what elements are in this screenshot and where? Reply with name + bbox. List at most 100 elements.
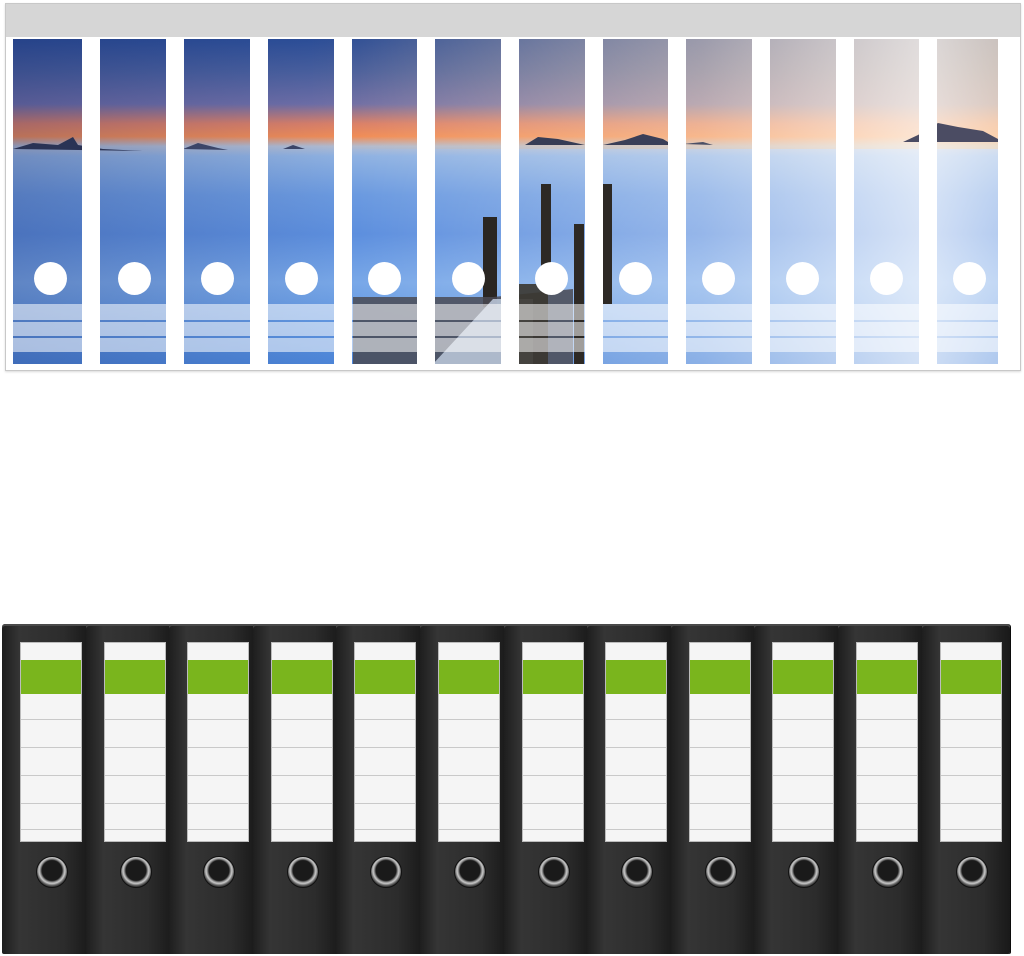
label-line [522, 803, 583, 804]
island-tiny [283, 145, 305, 149]
label-line [522, 719, 583, 720]
binder-spine-label [605, 642, 668, 842]
label-line [21, 747, 81, 748]
label-line [439, 775, 499, 776]
label-line [271, 719, 332, 720]
strip-gap [836, 39, 854, 364]
strip-gap [501, 39, 519, 364]
green-label-band [355, 660, 416, 694]
green-label-band [439, 660, 499, 694]
label-line [355, 719, 416, 720]
binder-spine-label [187, 642, 250, 842]
label-line [104, 803, 165, 804]
binder-ring-hole [370, 856, 403, 888]
pier-post-3 [574, 224, 584, 364]
binder [587, 624, 676, 954]
finger-hole [535, 262, 568, 295]
island-mountain [903, 123, 998, 142]
finger-hole [702, 262, 735, 295]
label-line [104, 829, 165, 830]
binder-spine-label [521, 642, 584, 842]
label-line [940, 829, 1001, 830]
label-line [857, 719, 917, 720]
label-line [773, 747, 834, 748]
label-line [606, 803, 667, 804]
island-far [683, 142, 713, 145]
strip-gap [417, 39, 435, 364]
binder-spine-label [270, 642, 333, 842]
strip-gap [919, 39, 937, 364]
binder-ring-hole [788, 856, 821, 888]
label-line [271, 803, 332, 804]
binder-spine-label [856, 642, 918, 842]
binder-spine-label [772, 642, 835, 842]
label-line [21, 829, 81, 830]
strip-gap [668, 39, 686, 364]
binder-ring-hole [36, 856, 68, 888]
label-line [522, 775, 583, 776]
island-small [183, 143, 228, 150]
stripe [13, 304, 998, 320]
finger-hole [870, 262, 903, 295]
green-label-band [940, 660, 1001, 694]
label-line [606, 747, 667, 748]
label-line [188, 719, 249, 720]
binder-spine-label [20, 642, 82, 842]
stripe [13, 338, 998, 352]
finger-hole [786, 262, 819, 295]
green-label-band [857, 660, 917, 694]
label-line [689, 803, 750, 804]
finger-hole [201, 262, 234, 295]
binder-spine-label [103, 642, 166, 842]
label-line [857, 747, 917, 748]
label-line [857, 829, 917, 830]
label-line [689, 719, 750, 720]
label-line [940, 719, 1001, 720]
label-line [940, 775, 1001, 776]
label-line [940, 747, 1001, 748]
finger-hole [953, 262, 986, 295]
binder-ring-hole [621, 856, 654, 888]
binder-spine-label [939, 642, 1002, 842]
green-label-band [21, 660, 81, 694]
label-line [689, 829, 750, 830]
binder-ring-hole [286, 856, 319, 888]
green-label-band [104, 660, 165, 694]
binder-row [0, 620, 1024, 956]
green-label-band [689, 660, 750, 694]
finger-hole [34, 262, 67, 295]
finger-hole [452, 262, 485, 295]
binder-ring-hole [203, 856, 236, 888]
binder [670, 624, 759, 954]
label-line [355, 829, 416, 830]
green-label-band [522, 660, 583, 694]
label-line [104, 747, 165, 748]
binder-ring-hole [704, 856, 737, 888]
strip-gap [166, 39, 184, 364]
label-line [606, 775, 667, 776]
strip-gap [585, 39, 603, 364]
binder-ring-hole [454, 856, 486, 888]
label-line [689, 775, 750, 776]
pier-post-1 [483, 217, 497, 307]
binder [85, 624, 174, 954]
label-line [21, 719, 81, 720]
label-line [940, 803, 1001, 804]
label-line [439, 747, 499, 748]
binder-spine-label [688, 642, 751, 842]
green-label-band [773, 660, 834, 694]
green-label-band [606, 660, 667, 694]
label-line [773, 719, 834, 720]
stripe [13, 322, 998, 336]
strip-gap [82, 39, 100, 364]
binder [754, 624, 843, 954]
label-line [689, 747, 750, 748]
island-right [603, 134, 673, 145]
strip-gap [334, 39, 352, 364]
binder [2, 624, 90, 954]
label-stripes [13, 304, 998, 352]
binder-ring-hole [119, 856, 152, 888]
label-line [271, 829, 332, 830]
binder-spine-label [354, 642, 417, 842]
island-center [525, 137, 585, 145]
